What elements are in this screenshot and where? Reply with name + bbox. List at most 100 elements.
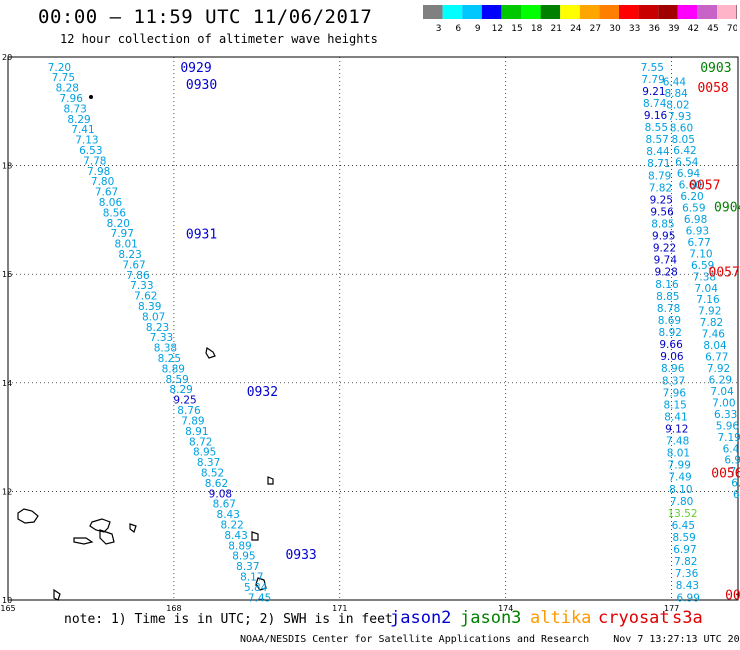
wave-height-jason2: 7.67 bbox=[122, 259, 145, 271]
colorbar-label: 15 bbox=[511, 24, 522, 34]
pass-time-jason3: 0904 bbox=[714, 200, 740, 215]
x-tick-label: 171 bbox=[332, 604, 347, 613]
x-tick-label: 174 bbox=[498, 604, 513, 613]
island-outline bbox=[255, 577, 267, 591]
wave-height-jason3: 7.19 bbox=[717, 432, 740, 444]
colorbar-label: 12 bbox=[492, 24, 503, 34]
wave-height-cryosat: 9.74 bbox=[654, 255, 678, 267]
wave-height-jason3: 8.84 bbox=[664, 88, 688, 100]
wave-height-jason2: 8.01 bbox=[114, 239, 137, 251]
wave-height-jason3: 7.92 bbox=[707, 363, 730, 375]
wave-height-jason2: 7.20 bbox=[48, 62, 71, 74]
wave-height-jason2: 7.67 bbox=[95, 187, 118, 199]
wave-height-jason2: 8.37 bbox=[236, 561, 259, 573]
wave-height-jason2: 7.78 bbox=[83, 155, 106, 167]
colorbar-label: 21 bbox=[550, 24, 561, 34]
colorbar-swatch bbox=[442, 5, 463, 19]
wave-height-jason2: 8.59 bbox=[165, 374, 188, 386]
credit-line: NOAA/NESDIS Center for Satellite Applica… bbox=[240, 634, 740, 645]
wave-height-cryosat: 8.57 bbox=[645, 134, 668, 146]
island-dot bbox=[89, 95, 93, 99]
wave-height-jason2: 7.13 bbox=[75, 135, 98, 147]
wave-height-jason3: 8.05 bbox=[672, 134, 695, 146]
colorbar-label: 42 bbox=[688, 24, 699, 34]
wave-height-cryosat: 6.97 bbox=[673, 544, 696, 556]
wave-height-jason3: 7.46 bbox=[702, 329, 726, 341]
colorbar-swatch bbox=[501, 5, 521, 19]
wave-height-jason2: 7.96 bbox=[60, 93, 84, 105]
colorbar-swatch bbox=[423, 5, 443, 19]
wave-height-jason2: 7.86 bbox=[126, 270, 150, 282]
wave-height-jason3: 8.04 bbox=[703, 340, 727, 352]
wave-height-jason3: 6.60 bbox=[679, 180, 702, 192]
colorbar-swatch bbox=[638, 5, 659, 19]
colorbar-swatch bbox=[697, 5, 717, 19]
island-outline bbox=[205, 347, 216, 359]
wave-height-cryosat: 9.25 bbox=[650, 194, 673, 206]
wave-height-jason3: 7.04 bbox=[695, 283, 719, 295]
wave-height-jason3: 6.54 bbox=[675, 157, 699, 169]
colorbar-label: 33 bbox=[629, 24, 640, 34]
wave-height-jason2: 8.67 bbox=[213, 499, 236, 511]
wave-height-jason3: 6.9 bbox=[724, 455, 740, 467]
island-outline bbox=[251, 531, 259, 541]
colorbar-label: 18 bbox=[531, 24, 543, 34]
wave-height-jason2: 8.95 bbox=[193, 447, 216, 459]
plot-content: 7.207.758.287.968.738.297.417.136.537.78… bbox=[17, 61, 740, 602]
pass-time-jason3: 0903 bbox=[700, 61, 731, 76]
wave-height-jason2: 5.84 bbox=[244, 582, 268, 594]
wave-height-jason2: 8.38 bbox=[154, 343, 177, 355]
wave-height-jason2: 7.62 bbox=[134, 291, 157, 303]
colorbar-swatch bbox=[658, 5, 678, 19]
wave-height-cryosat: 8.79 bbox=[648, 170, 671, 182]
wave-height-jason2: 8.56 bbox=[103, 207, 127, 219]
wave-height-cryosat: 8.71 bbox=[647, 158, 670, 170]
wave-height-jason2: 7.98 bbox=[87, 166, 110, 178]
colorbar-label: 9 bbox=[475, 24, 481, 34]
colorbar-label: 3 bbox=[436, 24, 442, 34]
wave-height-jason2: 8.43 bbox=[217, 509, 240, 521]
wave-height-cryosat: 9.21 bbox=[642, 86, 665, 98]
wave-height-jason3: 6.93 bbox=[686, 225, 709, 237]
colorbar-swatch bbox=[717, 5, 737, 19]
wave-height-cryosat: 7.79 bbox=[641, 74, 664, 86]
colorbar-swatch bbox=[521, 5, 541, 19]
wave-height-cryosat: 9.56 bbox=[650, 206, 674, 218]
wave-height-jason2: 8.43 bbox=[224, 530, 247, 542]
wave-height-jason3: 6.77 bbox=[705, 352, 728, 364]
wave-height-cryosat: 7.82 bbox=[674, 556, 697, 568]
wave-height-jason3: 7.82 bbox=[700, 317, 723, 329]
wave-height-cryosat: 8.10 bbox=[669, 484, 692, 496]
wave-height-jason2: 7.33 bbox=[130, 280, 153, 292]
wave-height-jason2: 8.29 bbox=[67, 114, 90, 126]
wave-height-jason3: 6.98 bbox=[684, 214, 707, 226]
colorbar-label: 70 bbox=[727, 24, 737, 34]
wave-height-jason2: 8.89 bbox=[228, 540, 251, 552]
wave-height-jason3: 7.00 bbox=[712, 397, 735, 409]
x-tick-label: 177 bbox=[664, 604, 679, 613]
wave-height-jason2: 7.33 bbox=[150, 332, 173, 344]
colorbar-label: 27 bbox=[590, 24, 601, 34]
wave-height-jason2: 8.28 bbox=[56, 83, 79, 95]
wave-height-cryosat: 13.52 bbox=[667, 508, 697, 520]
colorbar-swatch bbox=[462, 5, 482, 19]
wave-height-cryosat: 7.80 bbox=[670, 496, 693, 508]
island-outline bbox=[53, 588, 61, 601]
wave-height-jason3: 6.59 bbox=[691, 260, 714, 272]
wave-height-cryosat: 8.55 bbox=[645, 122, 668, 134]
wave-height-cryosat: 7.96 bbox=[663, 387, 687, 399]
wave-height-jason2: 8.20 bbox=[107, 218, 130, 230]
pass-time-cryosat: 0057 bbox=[689, 179, 720, 194]
colorbar-label: 39 bbox=[668, 24, 680, 34]
wave-height-cryosat: 8.92 bbox=[659, 327, 682, 339]
wave-height-jason3: 7.93 bbox=[668, 111, 691, 123]
island-outline bbox=[73, 537, 94, 545]
colorbar-swatch bbox=[579, 5, 600, 19]
wave-height-cryosat: 9.28 bbox=[654, 267, 677, 279]
wave-height-jason3: 5.96 bbox=[716, 420, 740, 432]
wave-height-jason3: 6. bbox=[733, 489, 740, 501]
wave-height-cryosat: 7.99 bbox=[668, 460, 691, 472]
wave-height-jason2: 6.53 bbox=[79, 145, 102, 157]
wave-height-jason3: 8.02 bbox=[666, 99, 689, 111]
